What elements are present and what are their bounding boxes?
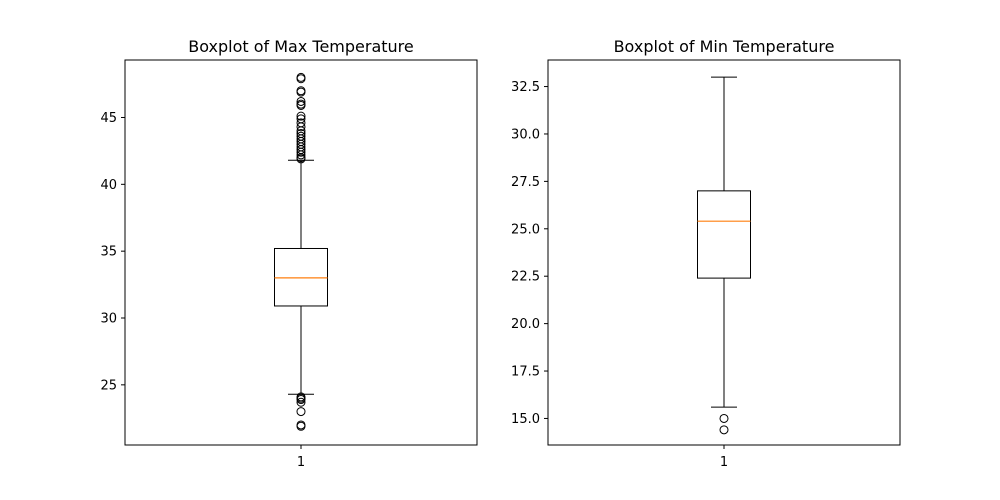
max-temperature-boxplot: Boxplot of Max Temperature 25 30 35 40 45 1 xyxy=(100,37,478,470)
outlier-point xyxy=(296,100,306,110)
outlier-point xyxy=(296,96,306,106)
outlier-point xyxy=(719,413,729,423)
y-tick-label: 22.5 xyxy=(511,270,540,285)
outlier-point xyxy=(296,74,306,84)
outlier-point xyxy=(296,122,306,132)
y-tick-label: 25 xyxy=(100,378,117,393)
outlier-point xyxy=(719,425,729,435)
x-tick-label: 1 xyxy=(720,455,728,470)
y-tick-label: 40 xyxy=(100,178,117,193)
y-tick-label: 30 xyxy=(100,312,117,327)
x-tick-label: 1 xyxy=(297,455,305,470)
outlier-point xyxy=(296,407,306,417)
iqr-box xyxy=(274,247,328,307)
outlier-point xyxy=(296,111,306,121)
outlier-point xyxy=(296,154,306,164)
outlier-point xyxy=(296,150,306,160)
y-tick-label: 45 xyxy=(100,111,117,126)
outlier-point xyxy=(296,147,306,157)
min-temperature-boxplot: Boxplot of Min Temperature 15.0 17.5 20.0 2… xyxy=(511,37,901,470)
iqr-box xyxy=(697,190,751,279)
y-tick-label: 32.5 xyxy=(511,80,540,95)
y-tick-label: 35 xyxy=(100,245,117,260)
outlier-point xyxy=(296,421,306,431)
y-tick-label: 20.0 xyxy=(511,317,540,332)
outlier-point xyxy=(296,87,306,97)
y-tick-label: 30.0 xyxy=(511,127,540,142)
outlier-point xyxy=(296,397,306,407)
y-tick-label: 27.5 xyxy=(511,175,540,190)
y-tick-label: 25.0 xyxy=(511,222,540,237)
y-tick-label: 17.5 xyxy=(511,365,540,380)
y-tick-label: 15.0 xyxy=(511,412,540,427)
chart-title: Boxplot of Min Temperature xyxy=(614,37,835,56)
outlier-point xyxy=(296,395,306,405)
chart-title: Boxplot of Max Temperature xyxy=(188,37,414,56)
